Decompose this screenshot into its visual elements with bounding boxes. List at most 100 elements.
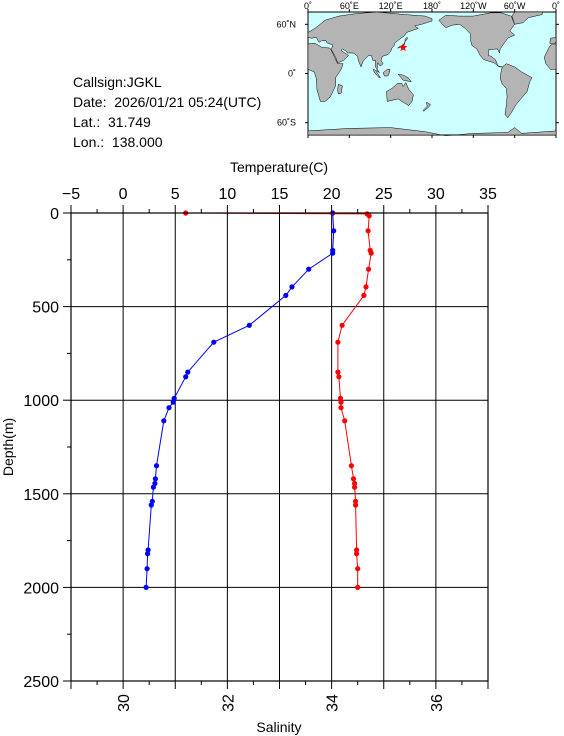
temperature-data-point <box>161 418 167 424</box>
salinity-data-point <box>353 502 359 508</box>
location-map: 0˚ 60˚E 120˚E 180˚ 120˚W 60˚W 0˚ 60˚N 0˚ 60˚S <box>276 1 560 138</box>
temperature-data-point <box>183 374 189 380</box>
temperature-data-point <box>331 228 337 234</box>
map-land-sumatra <box>373 68 381 78</box>
salinity-data-point <box>336 374 342 380</box>
salinity-data-point <box>350 476 357 482</box>
callsign-text: Callsign:JGKL <box>73 74 162 90</box>
map-land-north-america <box>438 12 516 68</box>
map-lat-label: 60˚S <box>277 118 296 128</box>
temperature-data-point <box>148 502 154 508</box>
depth-tick-label: 2500 <box>23 674 59 691</box>
temperature-data-point <box>166 405 172 411</box>
top-tick-label: 30 <box>427 186 445 203</box>
map-lon-label: 60˚W <box>504 1 526 11</box>
map-land-new-guinea <box>397 73 412 83</box>
temperature-data-point <box>185 369 191 375</box>
salinity-data-point <box>355 584 361 590</box>
latitude-text: Lat.: 31.749 <box>73 114 151 130</box>
salinity-data-point <box>353 498 359 504</box>
temperature-data-point <box>306 266 312 272</box>
plot-series <box>143 210 374 590</box>
top-tick-label: 35 <box>479 186 497 203</box>
top-tick-label: 5 <box>171 186 180 203</box>
map-land-eurasia <box>307 11 433 73</box>
salinity-data-point <box>348 463 354 469</box>
map-longitude-labels: 0˚ 60˚E 120˚E 180˚ 120˚W 60˚W 0˚ <box>304 1 560 11</box>
temperature-data-point <box>211 339 217 345</box>
salinity-data-point <box>354 547 360 553</box>
salinity-data-point <box>365 228 371 234</box>
map-land-iberia-uk <box>549 37 557 45</box>
salinity-data-point <box>352 484 358 490</box>
temperature-data-point <box>143 584 149 590</box>
salinity-tick-label: 32 <box>220 694 237 712</box>
salinity-tick-label: 36 <box>429 694 446 712</box>
map-land-west-africa <box>544 43 557 70</box>
map-lat-label: 60˚N <box>276 19 296 29</box>
salinity-data-point <box>339 322 345 328</box>
temperature-data-point <box>170 399 176 405</box>
temperature-data-point <box>153 463 160 469</box>
depth-tick-label: 0 <box>50 206 59 223</box>
salinity-data-point <box>354 551 360 557</box>
plot-grid <box>71 213 488 681</box>
salinity-data-point <box>355 566 361 572</box>
map-land-madagascar <box>337 83 343 95</box>
salinity-data-point <box>366 266 372 272</box>
temperature-data-point <box>246 322 252 328</box>
map-ticks <box>305 9 559 138</box>
map-lon-label: 120˚E <box>379 1 403 11</box>
temperature-data-point <box>150 484 156 490</box>
longitude-text: Lon.: 138.000 <box>73 134 163 150</box>
temperature-data-point <box>330 250 336 256</box>
depth-tick-label: 2000 <box>23 580 59 597</box>
plot-ticks <box>63 205 489 689</box>
top-tick-label: 15 <box>271 186 289 203</box>
top-tick-label: −5 <box>62 186 80 203</box>
salinity-tick-label: 34 <box>325 694 342 712</box>
map-land-greenland <box>511 11 543 25</box>
salinity-data-point <box>363 284 369 290</box>
salinity-data-point <box>342 418 348 424</box>
map-lat-label: 0˚ <box>288 69 296 79</box>
map-lon-label: 60˚E <box>340 1 359 11</box>
temperature-data-point <box>289 284 295 290</box>
map-land-borneo <box>382 69 391 77</box>
depth-tick-label: 1000 <box>23 393 59 410</box>
map-land-australia <box>386 81 414 106</box>
map-land-new-zealand <box>422 101 431 112</box>
temperature-data-point <box>144 566 150 572</box>
temperature-data-point <box>145 551 151 557</box>
date-text: Date: 2026/01/21 05:24(UTC) <box>73 94 262 110</box>
salinity-data-point <box>366 213 372 219</box>
map-lon-label: 120˚W <box>460 1 487 11</box>
salinity-data-point <box>361 292 367 298</box>
salinity-data-point <box>338 399 344 405</box>
temperature-data-point <box>152 476 158 482</box>
top-tick-label: 20 <box>323 186 341 203</box>
top-tick-label: 0 <box>119 186 128 203</box>
station-marker-icon <box>398 43 408 52</box>
map-lon-label: 0˚ <box>552 1 560 11</box>
depth-axis-label: Depth(m) <box>0 418 16 476</box>
salinity-tick-label: 30 <box>116 694 133 712</box>
map-land-africa <box>307 42 344 102</box>
salinity-data-point <box>338 405 344 411</box>
salinity-data-point <box>368 250 374 256</box>
depth-tick-label: 500 <box>32 300 59 317</box>
map-lon-label: 180˚ <box>423 1 441 11</box>
salinity-axis-label: Salinity <box>256 719 301 735</box>
map-land-south-america <box>499 63 533 119</box>
salinity-data-point <box>352 480 358 487</box>
top-tick-label: 25 <box>375 186 393 203</box>
map-marker-layer <box>398 43 408 52</box>
temperature-axis-label: Temperature(C) <box>230 160 328 175</box>
map-latitude-labels: 60˚N 0˚ 60˚S <box>276 19 296 127</box>
salinity-data-point <box>335 369 341 375</box>
map-land <box>307 11 557 137</box>
salinity-data-point <box>337 395 344 401</box>
